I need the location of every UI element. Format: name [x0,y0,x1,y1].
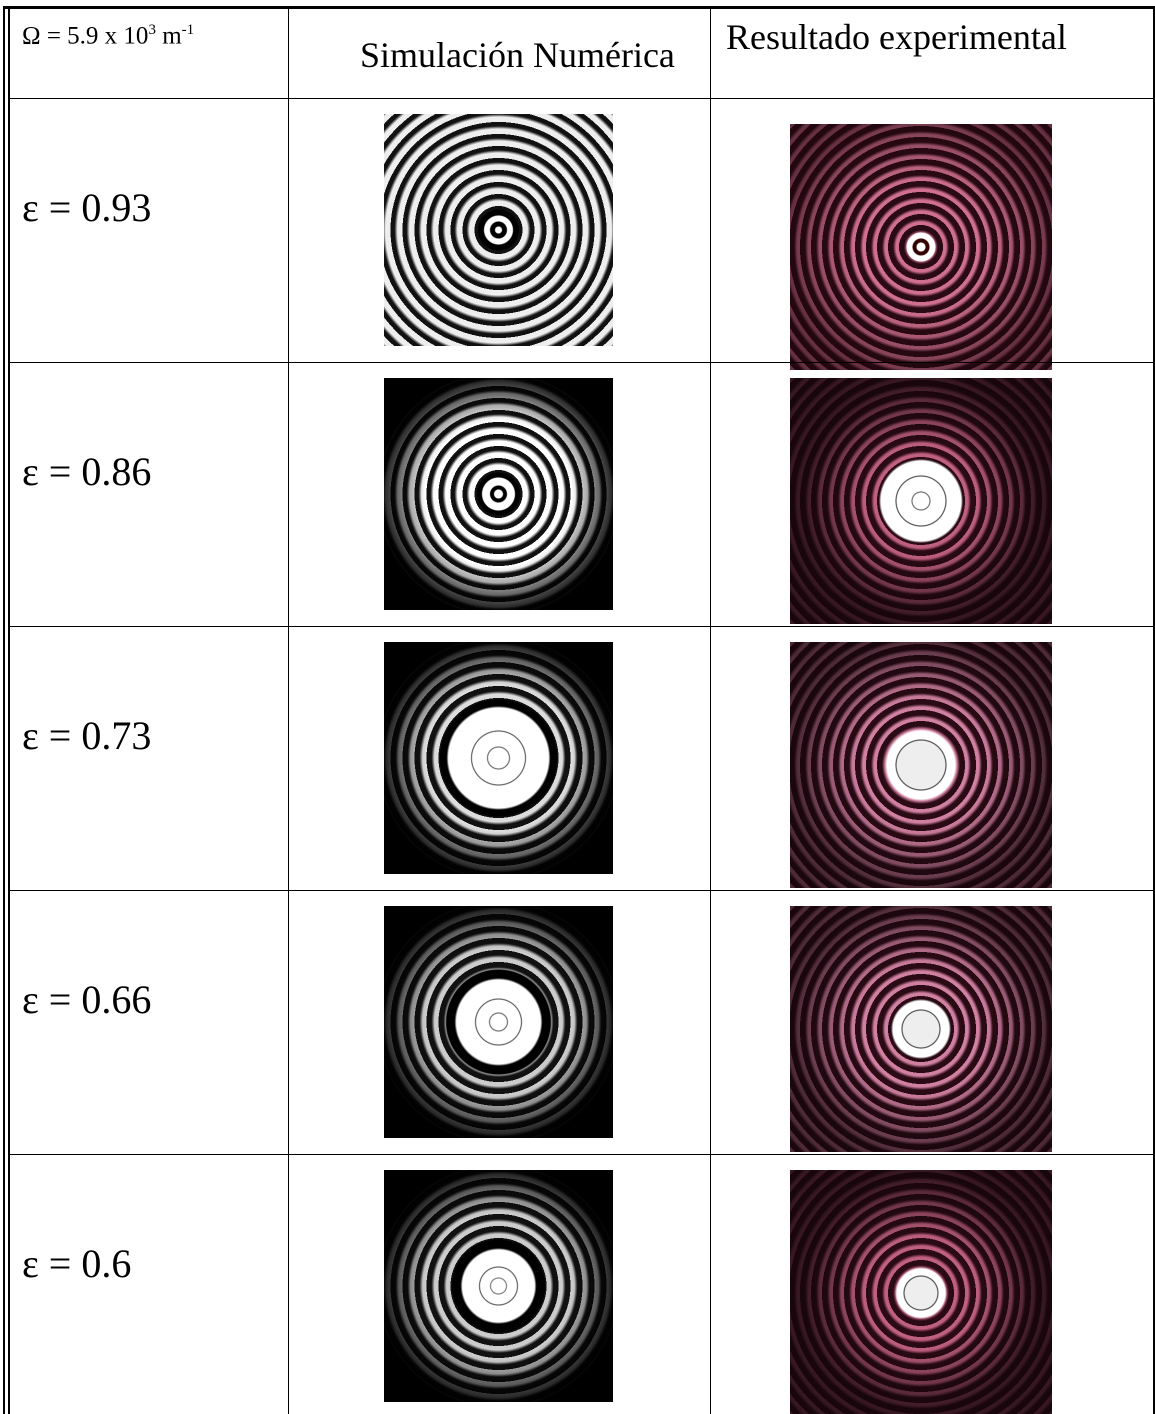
header-omega: Ω = 5.9 x 103 m-1 [22,22,194,50]
header-experimental: Resultado experimental [726,16,1067,58]
simulation-image [384,114,613,346]
omega-exponent: 3 [148,22,156,38]
experimental-image [790,378,1052,624]
header-simulation: Simulación Numérica [360,34,675,76]
border [710,6,711,1414]
border [8,6,10,1414]
omega-unit-exponent: -1 [182,22,195,38]
row-label: ε = 0.93 [22,184,151,231]
experimental-image [790,124,1052,370]
simulation-image [384,906,613,1138]
experimental-image [790,642,1052,888]
border [8,98,1155,99]
border [288,6,289,1414]
simulation-image [384,1170,613,1402]
row-label: ε = 0.73 [22,712,151,759]
experimental-image [790,1170,1052,1414]
border [3,6,5,1414]
row-border [8,626,1155,627]
row-label: ε = 0.86 [22,448,151,495]
row-border [8,1154,1155,1155]
page: {"header": {"omega": {"base": "Ω = 5.9 x… [0,0,1155,1414]
omega-base: Ω = 5.9 x 10 [22,22,148,49]
simulation-image [384,378,613,610]
document: Ω = 5.9 x 103 m-1 Simulación Numérica Re… [0,0,1155,1414]
experimental-image [790,906,1052,1152]
row-label: ε = 0.66 [22,976,151,1023]
row-border [8,890,1155,891]
border [3,6,1155,9]
simulation-image [384,642,613,874]
row-label: ε = 0.6 [22,1240,131,1287]
row-border [8,362,1155,363]
omega-unit: m [156,22,182,49]
